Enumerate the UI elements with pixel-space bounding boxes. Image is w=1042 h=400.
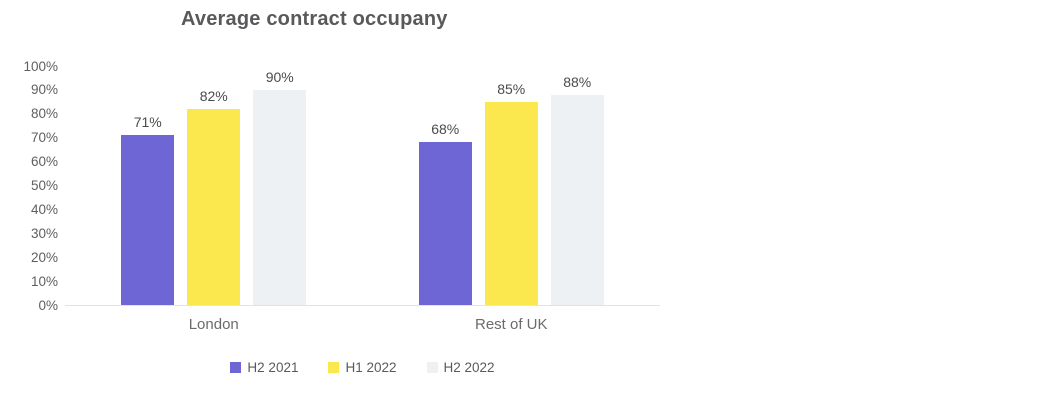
legend-label: H1 2022 — [345, 360, 397, 375]
x-category-label: London — [188, 316, 239, 333]
y-tick-label: 10% — [30, 273, 58, 289]
y-tick-label: 20% — [30, 249, 58, 265]
legend-swatch-icon — [426, 362, 438, 374]
y-axis: 0% 10% 20% 30% 40% 50% 60% 70% 80% 90% 100% — [6, 59, 58, 311]
bar-wrap: 90% — [253, 66, 307, 305]
y-tick-label: 70% — [30, 129, 58, 145]
bar-value-label: 90% — [265, 68, 294, 85]
legend-item-h1-2022: H1 2022 — [328, 360, 397, 375]
bar-value-label: 88% — [563, 73, 592, 90]
bar-value-label: 85% — [497, 80, 526, 97]
legend-label: H2 2021 — [247, 360, 299, 375]
bar-group-london: 71% 82% 90% — [65, 66, 363, 305]
legend-item-h2-2021: H2 2021 — [230, 361, 298, 375]
bar-wrap: 68% — [418, 66, 472, 305]
x-axis: London Rest of UK — [65, 316, 660, 333]
legend-label: H2 2022 — [443, 360, 495, 375]
bar-rest-of-uk-h2-2021 — [418, 142, 472, 305]
x-category-label: Rest of UK — [474, 316, 548, 333]
legend: H2 2021 H1 2022 H2 2022 — [65, 361, 660, 375]
y-tick-label: 100% — [23, 58, 58, 74]
bar-value-label: 82% — [199, 88, 228, 105]
legend-swatch-icon — [230, 362, 242, 374]
bar-group-rest-of-uk: 68% 85% 88% — [363, 66, 661, 305]
bar-london-h2-2021 — [121, 135, 175, 305]
y-tick-label: 50% — [30, 177, 58, 193]
bar-london-h1-2022 — [187, 109, 241, 305]
bar-value-label: 71% — [133, 114, 162, 131]
y-tick-label: 30% — [30, 225, 58, 241]
y-tick-label: 40% — [30, 201, 58, 217]
bar-rest-of-uk-h1-2022 — [484, 101, 538, 305]
bar-wrap: 85% — [484, 66, 538, 305]
plot-area: 71% 82% 90% 68% 85% 88% — [65, 66, 660, 306]
bar-wrap: 82% — [187, 66, 241, 305]
y-tick-label: 80% — [30, 106, 58, 122]
bar-wrap: 71% — [121, 66, 175, 305]
y-tick-label: 90% — [30, 82, 58, 98]
bar-value-label: 68% — [431, 121, 460, 138]
bar-rest-of-uk-h2-2022 — [550, 94, 604, 305]
legend-swatch-icon — [328, 362, 340, 374]
bar-wrap: 88% — [550, 66, 604, 305]
legend-item-h2-2022: H2 2022 — [426, 360, 495, 375]
bar-london-h2-2022 — [253, 89, 307, 305]
y-tick-label: 60% — [30, 153, 58, 169]
chart-title: Average contract occupany — [181, 8, 448, 30]
y-tick-label: 0% — [38, 297, 58, 313]
